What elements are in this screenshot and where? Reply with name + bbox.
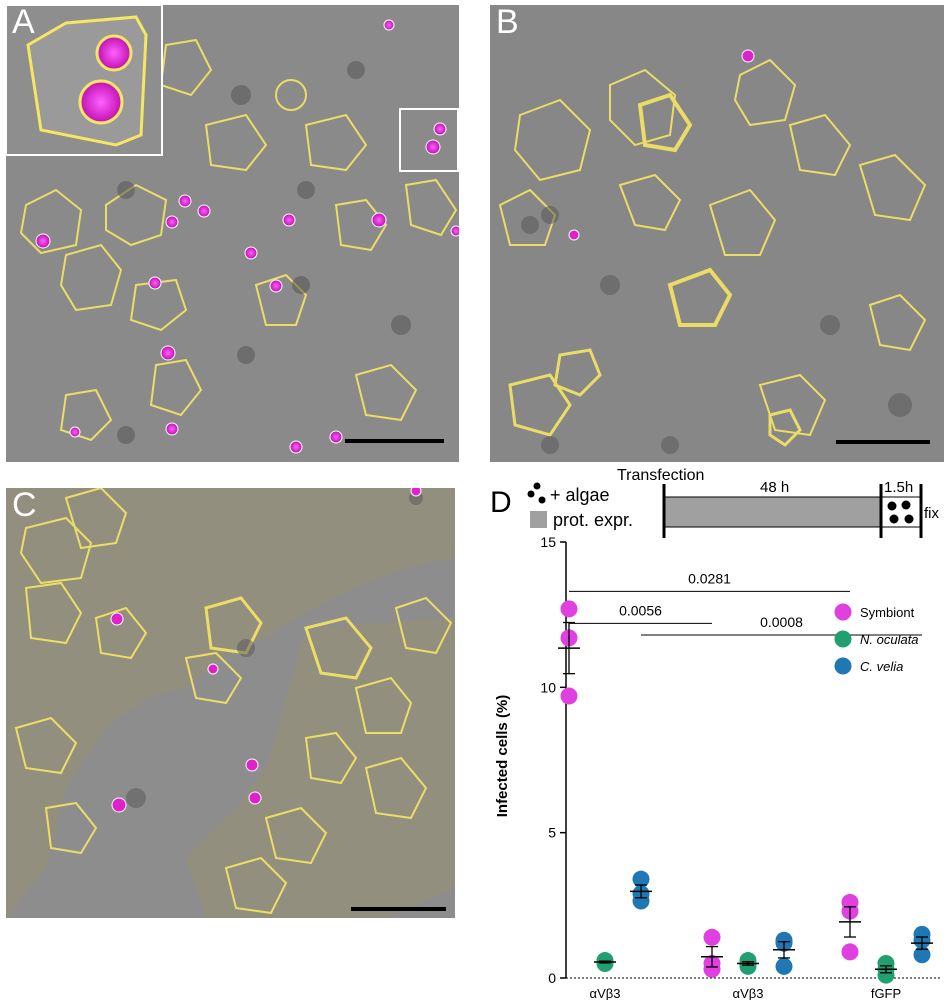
micrograph-panel-c: C: [6, 488, 455, 918]
data-point: [775, 957, 793, 975]
panel-label-a: A: [12, 5, 35, 41]
data-point: [632, 892, 650, 910]
legend-label: N. oculata: [860, 632, 919, 647]
legend-expr-label: prot. expr.: [553, 510, 633, 530]
y-tick-label: 0: [548, 970, 556, 986]
scale-bar-c: [351, 907, 446, 911]
protein-expression-swatch: [530, 511, 547, 528]
data-point: [703, 928, 721, 946]
panel-label-b: B: [496, 5, 519, 41]
algae-dots-icon: [527, 490, 535, 498]
y-tick-label: 15: [540, 534, 556, 550]
transfection-label: Transfection: [617, 467, 704, 484]
data-point: [632, 870, 650, 888]
legend-marker: [834, 630, 852, 648]
duration-1-5h-label: 1.5h: [884, 479, 913, 496]
scale-bar-b: [836, 440, 930, 444]
x-tick-label: αVβ3: [590, 986, 621, 1000]
infection-chart: D + algae prot. expr. Transfection 48 h …: [490, 467, 940, 1000]
data-point: [913, 946, 931, 964]
micrograph-image-c: [6, 488, 455, 918]
algae-dot: [538, 496, 546, 504]
micrograph-panel-a: A: [6, 5, 459, 462]
x-tick-label: αVβ3: [733, 986, 764, 1000]
y-axis-label: Infected cells (%): [494, 695, 511, 818]
legend-marker: [834, 603, 852, 621]
data-point: [560, 600, 578, 618]
comparison-p-value: 0.0281: [688, 570, 731, 586]
micrograph-image-b: [490, 5, 944, 462]
data-point: [877, 966, 895, 984]
micrograph-image-a: [6, 5, 459, 462]
legend-label: C. velia: [860, 659, 903, 674]
x-tick-label: fGFP: [871, 986, 901, 1000]
legend-marker: [834, 657, 852, 675]
algae-period-box: [880, 496, 922, 528]
duration-48h-label: 48 h: [760, 479, 789, 496]
data-point: [560, 687, 578, 705]
y-tick-label: 10: [540, 679, 556, 695]
data-point: [703, 960, 721, 978]
micrograph-panel-b: B: [490, 5, 944, 462]
data-point: [841, 943, 859, 961]
legend-algae-label: + algae: [550, 485, 610, 505]
panel-label-c: C: [12, 488, 37, 524]
panel-label-d: D: [490, 486, 512, 519]
expression-period-bar: [663, 496, 882, 528]
comparison-p-value: 0.0008: [760, 614, 803, 630]
algae-dot: [533, 482, 541, 490]
y-tick-label: 5: [548, 825, 556, 841]
scale-bar-a: [345, 439, 444, 443]
legend-label: Symbiont: [860, 605, 915, 620]
comparison-p-value: 0.0056: [619, 602, 662, 618]
algae-in-box-icon: [887, 500, 914, 524]
fix-label: fix: [924, 505, 940, 522]
